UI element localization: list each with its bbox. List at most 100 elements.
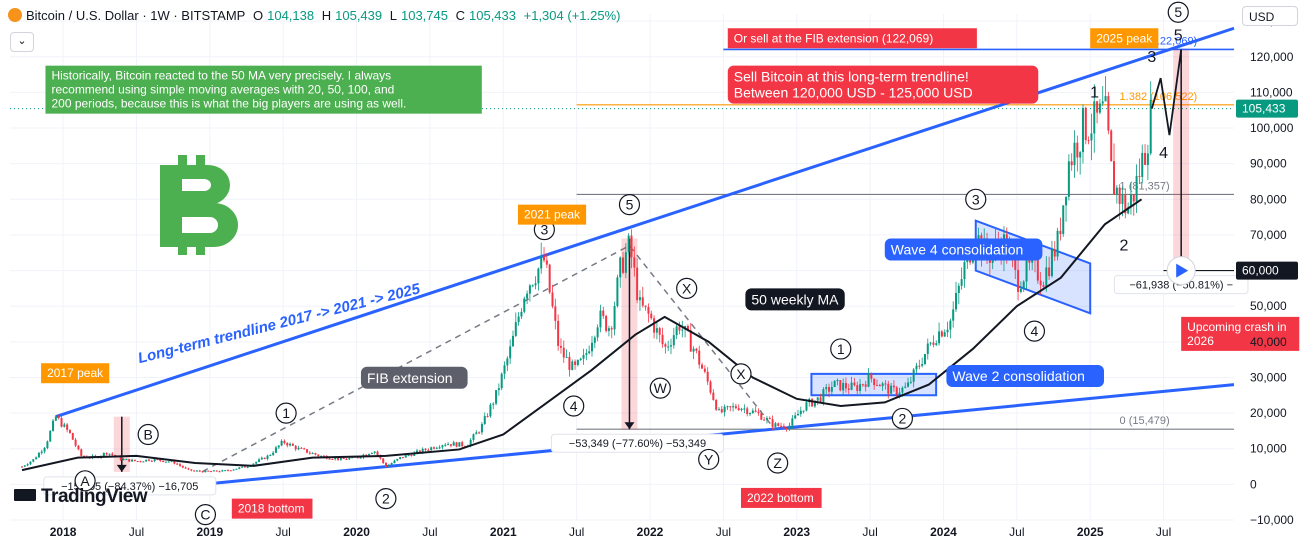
candle-body [1025,259,1028,282]
candle-body [207,470,210,472]
wave-label-circle [618,194,641,216]
bitcoin-lower-hole [182,217,218,233]
candle-body [551,292,554,307]
candle-body [955,293,958,310]
candle-body [159,459,162,461]
candle-body [861,384,864,386]
candle-body [599,310,602,328]
candle-body [181,465,184,468]
wave-label-circle [375,488,397,510]
tradingview-logo[interactable]: TradingView [14,486,148,508]
candle-body [816,397,819,401]
candle-body [836,380,839,382]
y-tick-label: 10,000 [1250,442,1287,456]
candle-body [794,415,797,419]
candle-body [1036,259,1039,281]
wave-label: C [200,507,210,523]
candle-body [131,459,134,462]
candle-body [813,400,816,407]
low-label: L [389,8,397,23]
bitcoin-coin-icon [8,8,22,22]
note-sell-fib-bg [727,28,977,49]
note-wave4-line: Wave 4 consolidation [891,241,1024,257]
wave-label-circle [767,452,789,474]
candle-body [418,450,421,453]
note-2021-peak-line: 2021 peak [524,208,581,222]
candle-body [706,371,709,382]
candle-body [449,444,452,446]
candle-body [574,361,577,365]
candle-body [393,460,396,464]
candle-body [664,344,667,347]
x-tick-label: 2019 [196,525,223,539]
measure-ranges: −15,705 (−84.37%) −16,705 −53,349 (−77.60… [43,49,1249,496]
symbol-title[interactable]: Bitcoin / U.S. Dollar · 1W · BITSTAMP [26,8,246,23]
candle-body [740,408,743,410]
wave-label: 2 [1119,238,1128,255]
candle-body [559,345,562,348]
candle-body [486,416,489,418]
candle-body [1098,103,1101,113]
candle-body [190,469,193,471]
candle-body [283,440,286,444]
candle-body [847,388,850,390]
candle-body [960,279,963,286]
candle-body [1107,96,1110,131]
measure-label: −15,705 (−84.37%) −16,705 [61,481,198,493]
candle-body [788,425,791,429]
candle-body [1101,101,1104,104]
candle-body [602,310,605,316]
candle-body [627,235,630,253]
candle-body [416,450,419,453]
candle-body [232,469,235,471]
candle-body [497,388,500,391]
candle-body [1149,99,1152,154]
candle-body [373,451,376,453]
candle-body [1070,161,1073,166]
candle-body [322,455,325,457]
candle-body [83,455,86,457]
note-2022-bottom-line: 2022 bottom [747,491,814,505]
candle-body [859,384,862,391]
candle-body [511,335,514,347]
candle-body [1067,161,1070,197]
candle-body [830,386,833,392]
candle-body [345,458,348,460]
x-tick-label: 2025 [1077,525,1104,539]
level-label: 0 (15,479) [1120,415,1170,427]
currency-button[interactable]: USD [1242,6,1298,26]
x-tick-label: Jul [1156,525,1171,539]
x-tick-label: Jul [862,525,877,539]
candle-body [850,382,853,390]
candle-body [712,392,715,400]
candle-body [382,458,385,463]
candle-body [274,447,277,453]
candle-body [929,342,932,344]
candle-body [212,470,215,472]
candle-body [636,267,639,301]
candle-body [74,439,77,446]
candle-body [822,389,825,402]
wave-label: 3 [1147,49,1156,66]
candle-body [630,235,633,258]
candle-body [410,455,413,457]
candle-body [80,449,83,456]
candle-body [1042,285,1045,287]
candle-body [844,382,847,389]
candle-body [246,466,249,468]
candle-body [1093,101,1096,134]
overlay-lines [21,49,1183,472]
candle-body [873,378,876,386]
candle-body [305,449,308,453]
chevron-down-icon[interactable]: ⌄ [10,32,34,52]
candle-body [401,457,404,459]
candle-body [528,285,531,294]
candle-body [509,346,512,359]
note-50-weekly-ma-bg [745,288,845,311]
candle-body [709,381,712,393]
note-50-weekly-ma-line: 50 weekly MA [751,291,839,307]
candle-body [918,365,921,367]
candle-body [763,419,766,421]
candle-body [909,381,912,383]
